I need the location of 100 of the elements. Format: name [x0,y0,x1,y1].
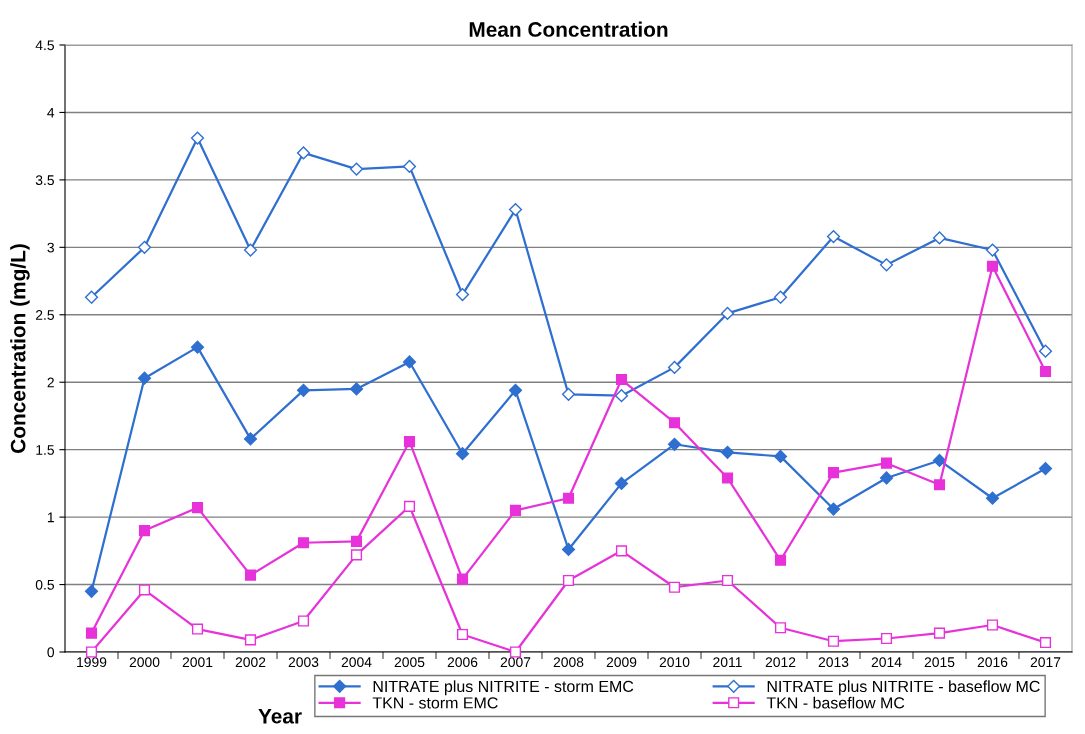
point [614,389,629,403]
point [826,229,841,244]
point [190,131,205,145]
point [296,383,311,397]
x-tick-label: 2007 [500,657,531,668]
y-tick-label: 4.5 [35,40,54,51]
point [455,287,470,302]
point [137,240,152,254]
point [562,574,575,587]
legend-label: NITRATE plus NITRITE - storm EMC [373,680,634,696]
x-tick-label: 2003 [288,657,319,668]
point [614,476,629,490]
point [721,574,734,587]
point [84,290,99,304]
point [244,634,257,646]
x-tick-label: 2000 [129,657,160,668]
y-tick-label: 4 [47,107,55,118]
x-tick-label: 2005 [394,657,425,668]
point [349,382,364,396]
point [508,202,523,217]
legend-label: TKN - storm EMC [372,697,498,709]
x-tick-label: 2016 [977,657,1008,668]
x-tick-label: 2017 [1030,657,1061,668]
point [403,500,416,512]
point [880,632,893,645]
x-tick-label: 2004 [341,657,372,668]
point [297,615,310,627]
y-tick-label: 1 [47,512,54,523]
y-tick-label: 2 [47,377,54,388]
point [773,290,788,304]
y-tick-label: 0 [47,647,55,658]
point [138,525,151,537]
point [721,472,734,484]
x-tick-label: 2010 [659,657,690,668]
y-tick-label: 3 [47,242,54,253]
x-tick-label: 2014 [871,657,902,668]
point [1039,365,1052,377]
point [85,627,98,639]
point [403,436,416,448]
point [509,646,522,658]
point [773,449,788,463]
point [985,243,1000,257]
point [402,159,417,173]
x-tick-label: 2013 [818,657,849,668]
point [456,628,469,641]
point [191,502,204,514]
point [84,584,99,598]
point [932,231,947,245]
legend-label: NITRATE plus NITRITE - baseflow MC [767,680,1040,696]
point [190,340,205,354]
point [826,502,841,516]
point [668,581,681,593]
point [137,371,152,385]
point [509,504,522,516]
point [349,162,364,176]
x-axis-title: Year [258,709,302,724]
point [561,542,576,557]
legend-label: TKN - baseflow MC [766,696,905,709]
point [720,445,735,459]
point [933,479,946,491]
point [296,146,311,160]
y-tick-label: 3.5 [35,175,54,186]
point [668,417,681,429]
point [880,457,893,469]
point [243,243,258,257]
x-tick-label: 2009 [606,657,637,668]
point [191,623,204,635]
point [508,383,523,397]
y-axis-title: Concentration (mg/L) [10,244,30,453]
point [615,545,628,557]
point [1038,461,1053,476]
x-tick-label: 2012 [765,657,796,668]
point [561,387,576,401]
y-tick-label: 2.5 [35,310,54,320]
point [667,437,682,451]
point [562,492,575,504]
y-tick-label: 0.5 [35,579,54,590]
point [1039,637,1052,649]
x-tick-label: 1999 [77,657,107,668]
point [1038,344,1053,358]
x-tick-label: 2015 [924,657,955,668]
chart-title: Mean Concentration [469,21,668,37]
x-tick-label: 2001 [182,657,213,668]
point [243,432,258,446]
point [244,569,257,581]
point [879,471,894,485]
y-tick-label: 1.5 [36,445,54,455]
point [774,622,787,634]
point [720,306,735,321]
point [827,635,840,647]
point [986,260,999,272]
point [402,355,417,369]
point [827,467,840,479]
point [985,491,1000,505]
point [350,549,363,561]
point [667,360,682,374]
x-tick-label: 2011 [713,657,742,668]
point [455,447,470,461]
point [85,646,98,658]
point [986,619,999,631]
